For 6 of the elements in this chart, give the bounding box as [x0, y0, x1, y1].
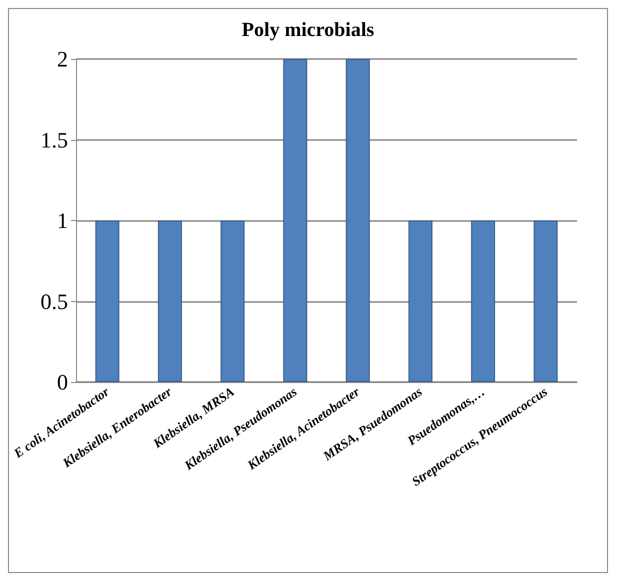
- y-tick-label: 1.5: [40, 127, 68, 152]
- y-tick-label: 0.5: [40, 288, 68, 314]
- y-tick-label: 2: [57, 46, 68, 72]
- y-tick-label: 0: [57, 370, 68, 394]
- y-tick-label: 1: [57, 208, 68, 233]
- chart-title: Poly microbials: [242, 19, 374, 41]
